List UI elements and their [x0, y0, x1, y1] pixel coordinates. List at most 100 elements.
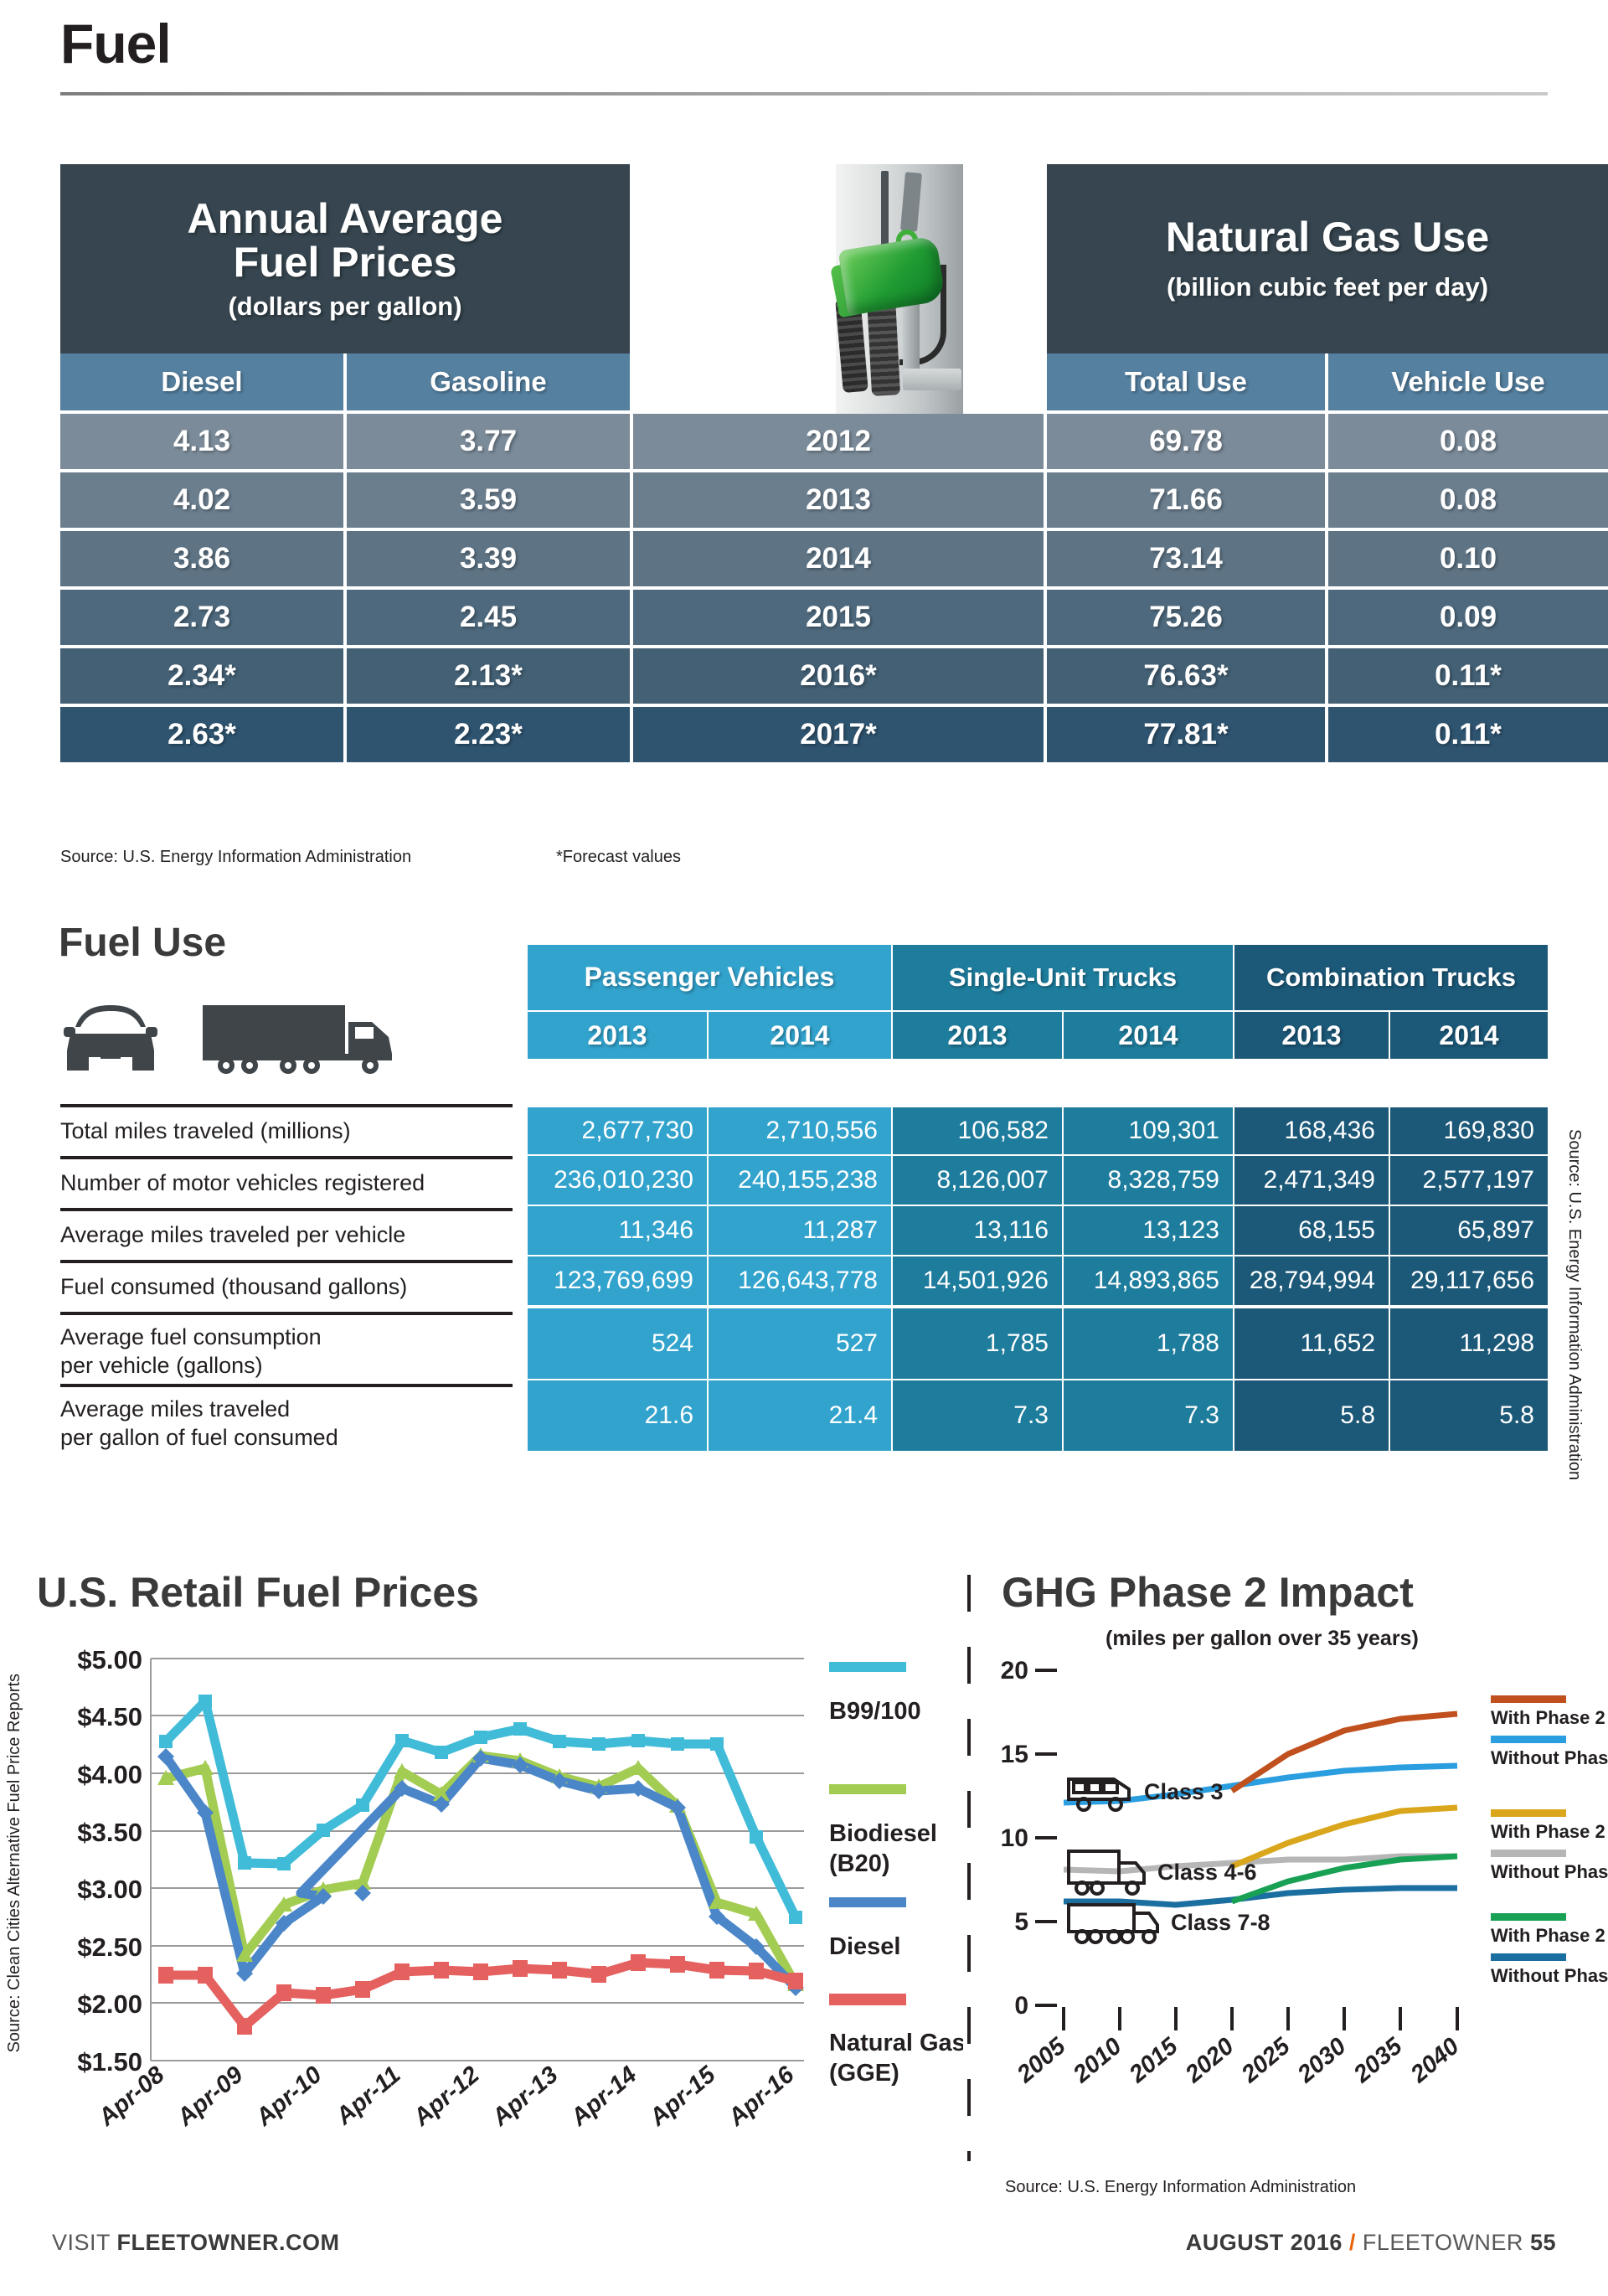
ghg-legend: With Phase 2 Without Phase 2 With Phase …	[1491, 1695, 1608, 1986]
svg-text:Without Phase 2: Without Phase 2	[1491, 1965, 1608, 1986]
cell-year: 2013	[633, 472, 1044, 528]
retail-fuel-prices-chart: $5.00 $4.50 $4.00 $3.50 $3.00 $2.50 $2.0…	[77, 1645, 963, 2132]
ghg-ytick-labels: 20 15 10 5 0	[1001, 1657, 1028, 2020]
cell-total-use: 76.63*	[1047, 648, 1325, 704]
vehicle-icons	[60, 998, 462, 1074]
svg-text:B99/100: B99/100	[829, 1698, 921, 1725]
svg-text:5: 5	[1014, 1908, 1028, 1936]
fuel-prices-title-line2: Fuel Prices	[233, 239, 457, 286]
svg-text:2005: 2005	[1012, 2032, 1071, 2088]
svg-text:Class 7-8: Class 7-8	[1171, 1910, 1270, 1935]
svg-text:Apr-12: Apr-12	[408, 2061, 485, 2132]
column-header-gasoline: Gasoline	[347, 353, 630, 410]
legend-swatch-class46-with	[1491, 1809, 1566, 1817]
column-header-vehicle-use: Vehicle Use	[1328, 353, 1608, 410]
cell-value: 2,710,556	[709, 1107, 891, 1154]
fuel-use-title: Fuel Use	[59, 921, 227, 965]
title-divider	[60, 92, 1548, 95]
svg-text:Apr-14: Apr-14	[565, 2061, 642, 2132]
cell-value: 7.3	[893, 1380, 1062, 1451]
series-class46-with-phase2	[1230, 1804, 1458, 1870]
svg-text:2015: 2015	[1124, 2032, 1183, 2088]
ghg-chart-title: GHG Phase 2 Impact	[1002, 1569, 1414, 1616]
year-header: 2013	[1234, 1012, 1389, 1059]
marker-natural-gas	[158, 1954, 803, 2035]
marker-b99	[159, 1695, 802, 1924]
footer-right: AUGUST 2016 / FLEETOWNER 55	[1186, 2230, 1556, 2256]
year-header: 2013	[528, 1012, 707, 1059]
cell-value: 7.3	[1064, 1380, 1233, 1451]
footer-magazine-name: FLEETOWNER	[1362, 2230, 1523, 2255]
box-truck-icon	[1067, 1850, 1146, 1896]
chart-gridlines	[150, 1658, 804, 2061]
svg-text:(B20): (B20)	[829, 1850, 890, 1877]
cell-value: 29,117,656	[1390, 1256, 1548, 1305]
cell-value: 11,652	[1234, 1308, 1389, 1379]
row-label: Average fuel consumption per vehicle (ga…	[60, 1324, 322, 1378]
ghg-xtick-marks	[1062, 2007, 1459, 2030]
cell-value: 1,785	[893, 1308, 1062, 1379]
svg-text:$3.50: $3.50	[77, 1818, 142, 1847]
cell-value: 527	[709, 1308, 891, 1379]
cell-value: 106,582	[893, 1107, 1062, 1154]
row-label: Average miles traveled per gallon of fue…	[60, 1396, 338, 1450]
svg-text:Apr-13: Apr-13	[487, 2061, 564, 2132]
section-divider	[967, 1575, 971, 2161]
cell-value: 14,501,926	[893, 1256, 1062, 1305]
cell-value: 2,677,730	[528, 1107, 707, 1154]
cell-gasoline: 2.23*	[347, 707, 630, 762]
cell-vehicle-use: 0.11*	[1328, 707, 1608, 762]
natural-gas-subtitle: (billion cubic feet per day)	[1166, 272, 1489, 302]
ghg-ytick-marks	[1035, 1669, 1057, 2007]
group-header-combination-trucks: Combination Trucks	[1234, 945, 1548, 1010]
cell-value: 123,769,699	[528, 1256, 707, 1305]
fuel-prices-subtitle: (dollars per gallon)	[228, 291, 462, 321]
year-header: 2014	[1390, 1012, 1548, 1059]
cell-total-use: 77.81*	[1047, 707, 1325, 762]
cell-year: 2015	[633, 590, 1044, 645]
cell-diesel: 4.13	[60, 414, 343, 469]
cell-value: 1,788	[1064, 1308, 1233, 1379]
natural-gas-header: Natural Gas Use (billion cubic feet per …	[1047, 164, 1608, 353]
cell-value: 524	[528, 1308, 707, 1379]
ghg-xtick-labels: 2005 2010 2015 2020 2025 2030 2035 2040	[1012, 2032, 1465, 2088]
fuel-prices-source: Source: U.S. Energy Information Administ…	[60, 848, 412, 866]
column-header-diesel: Diesel	[60, 353, 343, 410]
footer-left: VISIT FLEETOWNER.COM	[52, 2230, 340, 2256]
cell-diesel: 2.34*	[60, 648, 343, 704]
fuel-pump-photo	[755, 164, 963, 415]
series-line-diesel	[161, 1752, 801, 1993]
svg-text:Natural Gas: Natural Gas	[829, 2030, 963, 2056]
svg-text:20: 20	[1001, 1657, 1028, 1685]
cell-diesel: 2.63*	[60, 707, 343, 762]
footer-visit-label: VISIT	[52, 2230, 117, 2255]
cell-value: 68,155	[1234, 1206, 1389, 1255]
cell-gasoline: 3.59	[347, 472, 630, 528]
svg-text:$2.50: $2.50	[77, 1932, 142, 1962]
semi-truck-icon	[1067, 1903, 1159, 1944]
legend-swatch-class78-with	[1491, 1913, 1566, 1921]
cell-total-use: 73.14	[1047, 531, 1325, 586]
cell-value: 21.4	[709, 1380, 891, 1451]
cell-value: 169,830	[1390, 1107, 1548, 1154]
cell-value: 2,471,349	[1234, 1156, 1389, 1205]
svg-text:Class 3: Class 3	[1144, 1779, 1224, 1804]
svg-text:Apr-11: Apr-11	[330, 2061, 405, 2131]
footer-issue-date: AUGUST 2016	[1185, 2230, 1343, 2255]
cell-diesel: 4.02	[60, 472, 343, 528]
cell-value: 126,643,778	[709, 1256, 891, 1305]
svg-text:$3.00: $3.00	[77, 1875, 142, 1904]
cell-value: 13,123	[1064, 1206, 1233, 1255]
page-title: Fuel	[60, 13, 172, 75]
cell-year: 2017*	[633, 707, 1044, 762]
svg-text:Class 4-6: Class 4-6	[1157, 1860, 1257, 1885]
svg-text:2010: 2010	[1068, 2033, 1127, 2089]
svg-text:With Phase 2: With Phase 2	[1491, 1925, 1605, 1946]
svg-text:Without Phase 2: Without Phase 2	[1491, 1747, 1608, 1768]
footer-page-number: 55	[1529, 2230, 1556, 2255]
cell-value: 21.6	[528, 1380, 707, 1451]
cell-value: 5.8	[1234, 1380, 1389, 1451]
cell-year: 2014	[633, 531, 1044, 586]
year-header: 2014	[1064, 1012, 1233, 1059]
